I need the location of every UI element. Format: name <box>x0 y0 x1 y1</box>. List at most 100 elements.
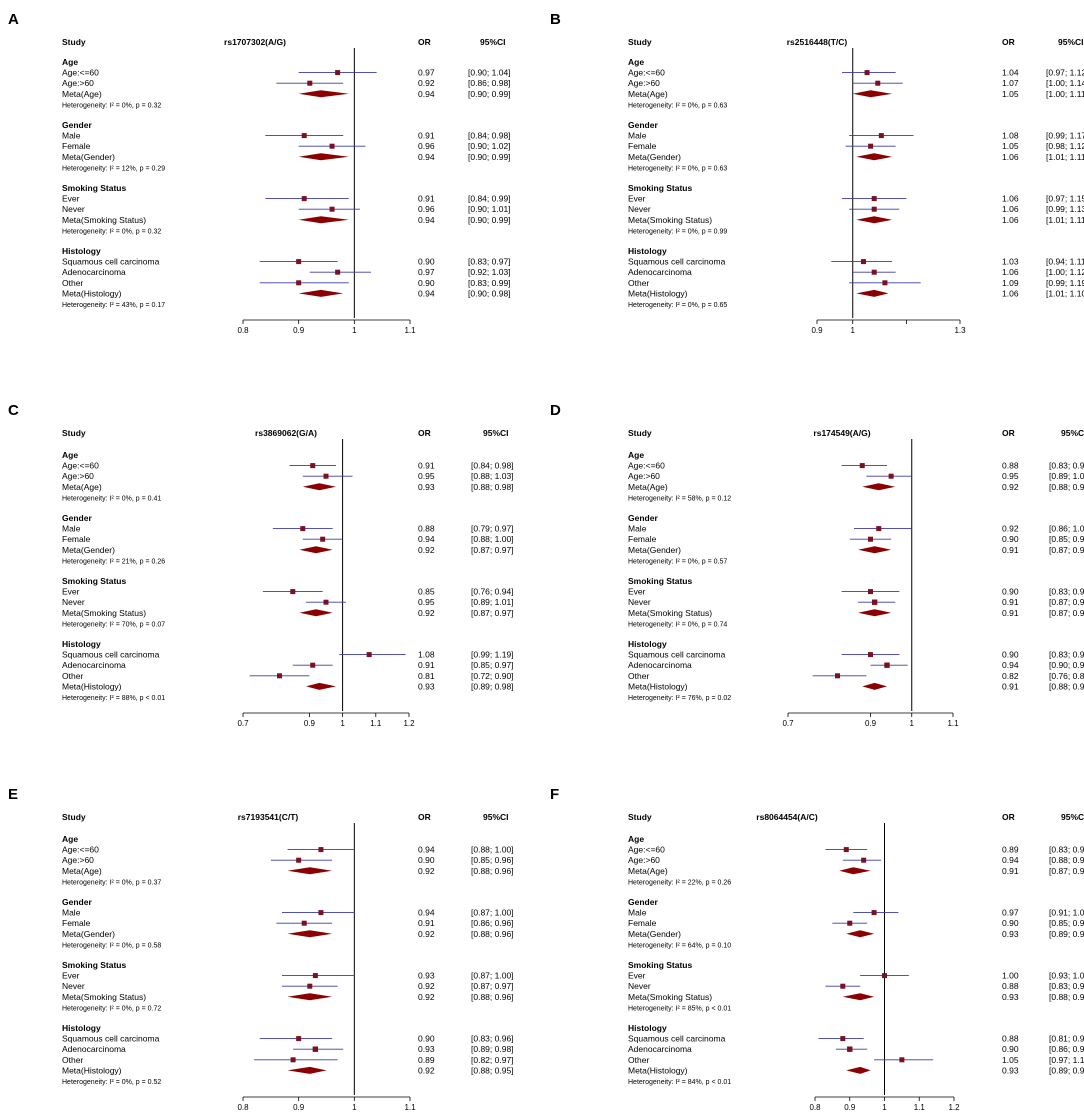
or-value: 0.91 <box>1002 608 1019 618</box>
ci-value: [0.88; 0.96] <box>471 929 514 939</box>
or-value: 0.88 <box>1002 981 1019 991</box>
heterogeneity-prefix: Heterogeneity: <box>628 621 675 628</box>
ci-value: [0.99; 1.13] <box>1046 204 1084 214</box>
or-value: 0.92 <box>418 992 435 1002</box>
heterogeneity-text: Heterogeneity: I² = 43%, p = 0.17 <box>62 302 165 309</box>
study-label: Meta(Gender) <box>62 929 115 939</box>
ci-value: [0.87; 0.97] <box>471 608 514 618</box>
or-marker <box>888 473 894 479</box>
or-value: 0.96 <box>418 141 435 151</box>
ci-value: [0.72; 0.90] <box>471 671 514 681</box>
heterogeneity-prefix: Heterogeneity: <box>628 1005 675 1012</box>
study-label: Male <box>628 908 647 918</box>
or-value: 0.94 <box>418 288 435 298</box>
pooled-diamond <box>302 483 336 491</box>
subgroup-heading: Smoking Status <box>628 183 693 193</box>
subgroup-heading: Age <box>628 834 644 844</box>
pooled-diamond <box>862 483 896 491</box>
or-header: OR <box>1002 37 1015 47</box>
x-tick-label: 0.9 <box>811 326 823 335</box>
or-marker <box>835 673 840 679</box>
or-marker <box>318 910 324 916</box>
or-value: 0.90 <box>418 257 435 267</box>
or-value: 0.92 <box>418 78 435 88</box>
heterogeneity-text: Heterogeneity: I² = 0%, p = 0.52 <box>62 1079 161 1086</box>
study-label: Never <box>62 597 85 607</box>
study-label: Age:<=60 <box>628 461 665 471</box>
ci-value: [0.90; 0.98] <box>468 288 511 298</box>
study-header: Study <box>62 812 86 822</box>
heterogeneity-value: I² = 0%, p = 0.57 <box>675 558 727 565</box>
ci-value: [0.88; 0.96] <box>471 866 514 876</box>
or-marker <box>871 269 877 275</box>
study-label: Adenocarcinoma <box>62 660 126 670</box>
pooled-diamond <box>287 867 333 875</box>
ci-value: [0.86; 1.00] <box>1049 524 1084 534</box>
or-value: 0.97 <box>418 267 435 277</box>
ci-value: [0.99; 1.17] <box>1046 131 1084 141</box>
study-label: Ever <box>62 194 80 204</box>
ci-value: [0.87; 0.97] <box>471 981 514 991</box>
ci-value: [0.89; 0.98] <box>471 1044 514 1054</box>
or-marker <box>859 463 865 469</box>
or-value: 1.08 <box>1002 131 1019 141</box>
panel-label: A <box>8 11 19 28</box>
or-value: 0.92 <box>418 981 435 991</box>
study-label: Squamous cell carcinoma <box>628 1034 726 1044</box>
study-label: Never <box>62 981 85 991</box>
heterogeneity-value: I² = 0%, p = 0.74 <box>675 621 727 628</box>
study-label: Meta(Smoking Status) <box>62 992 146 1002</box>
or-marker <box>847 920 853 926</box>
ci-value: [0.83; 0.94] <box>1049 461 1084 471</box>
heterogeneity-value: I² = 88%, p < 0.01 <box>109 695 165 702</box>
or-marker <box>296 259 302 265</box>
x-tick-label: 1.3 <box>954 326 966 335</box>
or-marker <box>868 589 873 595</box>
study-header: Study <box>62 428 86 438</box>
heterogeneity-text: Heterogeneity: I² = 0%, p = 0.63 <box>628 165 727 172</box>
or-value: 0.90 <box>418 1034 435 1044</box>
or-marker <box>876 526 882 532</box>
ci-value: [0.88; 0.96] <box>471 992 514 1002</box>
subgroup-heading: Age <box>62 450 78 460</box>
x-tick-label: 0.9 <box>865 719 877 728</box>
ci-value: [0.86; 0.96] <box>471 918 514 928</box>
heterogeneity-prefix: Heterogeneity: <box>62 102 109 109</box>
x-tick-label: 1.1 <box>404 326 416 335</box>
heterogeneity-value: I² = 0%, p = 0.37 <box>109 879 161 886</box>
or-value: 0.92 <box>1002 524 1019 534</box>
or-header: OR <box>418 37 431 47</box>
x-tick-label: 1 <box>340 719 345 728</box>
or-marker <box>847 1046 853 1052</box>
panel-label: F <box>550 786 559 803</box>
study-label: Male <box>62 524 81 534</box>
subgroup-heading: Histology <box>62 1023 101 1033</box>
or-value: 0.92 <box>418 545 435 555</box>
or-marker <box>320 536 326 542</box>
study-label: Meta(Histology) <box>62 1065 122 1075</box>
heterogeneity-text: Heterogeneity: I² = 0%, p = 0.41 <box>62 495 161 502</box>
or-value: 0.91 <box>418 918 435 928</box>
x-tick-label: 0.7 <box>237 719 249 728</box>
or-value: 0.91 <box>1002 866 1019 876</box>
panel-label: C <box>8 402 19 419</box>
pooled-diamond <box>287 993 333 1001</box>
or-marker <box>323 599 329 605</box>
ci-value: [0.87; 1.00] <box>471 971 514 981</box>
snp-title: rs7193541(C/T) <box>238 812 299 822</box>
heterogeneity-text: Heterogeneity: I² = 0%, p = 0.57 <box>628 558 727 565</box>
ci-value: [0.89; 1.00] <box>1049 471 1084 481</box>
ci-value: [0.87; 0.95] <box>1049 545 1084 555</box>
heterogeneity-prefix: Heterogeneity: <box>62 621 109 628</box>
ci-value: [0.88; 1.00] <box>471 845 514 855</box>
or-value: 0.81 <box>418 671 435 681</box>
heterogeneity-prefix: Heterogeneity: <box>62 302 109 309</box>
subgroup-heading: Smoking Status <box>62 576 127 586</box>
ci-value: [0.97; 1.12] <box>1046 68 1084 78</box>
heterogeneity-prefix: Heterogeneity: <box>62 228 109 235</box>
or-marker <box>868 143 874 149</box>
snp-title: rs2516448(T/C) <box>787 37 848 47</box>
or-value: 0.90 <box>1002 534 1019 544</box>
or-value: 0.90 <box>1002 650 1019 660</box>
